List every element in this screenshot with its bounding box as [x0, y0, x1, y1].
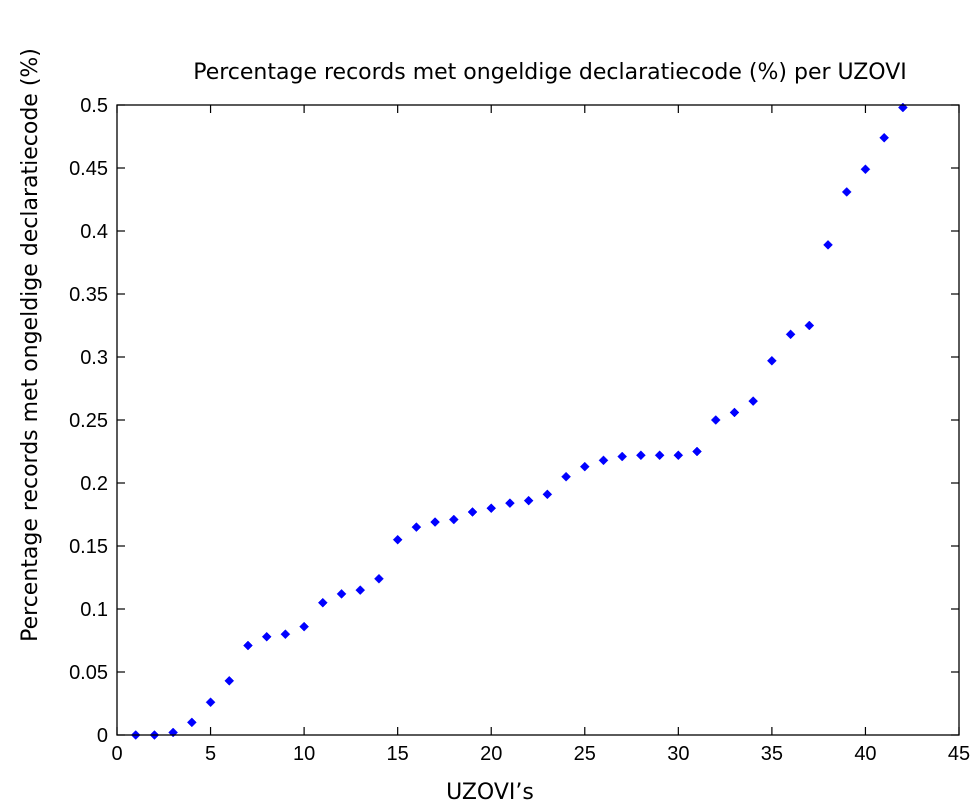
data-point [617, 451, 628, 462]
data-point [336, 589, 347, 599]
data-point [280, 629, 291, 640]
y-tick-label: 0.5 [80, 95, 108, 117]
data-point [598, 455, 609, 466]
data-point [729, 407, 740, 418]
x-tick-label: 40 [854, 743, 876, 765]
x-tick-label: 30 [667, 743, 689, 765]
data-point [767, 355, 777, 366]
data-point [523, 495, 534, 506]
data-point [841, 187, 852, 197]
data-point [205, 697, 216, 708]
data-point [186, 717, 197, 728]
data-point [374, 573, 384, 584]
data-point [467, 507, 478, 517]
data-point [243, 640, 253, 651]
data-point [542, 489, 553, 500]
data-point [692, 446, 702, 457]
data-point [299, 621, 309, 632]
data-point [804, 320, 815, 331]
data-point [654, 450, 665, 461]
data-point [710, 415, 721, 425]
x-axis-label: UZOVI’s [446, 780, 534, 805]
data-point [392, 534, 403, 545]
data-point [448, 514, 459, 525]
data-point [561, 471, 571, 482]
data-point [224, 675, 235, 686]
y-tick-label: 0.45 [69, 158, 108, 180]
x-tick-label: 0 [111, 743, 122, 765]
data-point [673, 450, 684, 461]
x-tick-label: 25 [574, 743, 596, 765]
y-tick-label: 0.4 [80, 221, 108, 243]
x-tick-label: 35 [761, 743, 783, 765]
data-point [411, 522, 422, 532]
y-tick-label: 0.05 [69, 662, 108, 684]
data-point [785, 329, 796, 340]
data-point [486, 503, 497, 514]
data-point [355, 585, 366, 595]
data-point [823, 240, 833, 250]
y-tick-label: 0.3 [80, 347, 108, 369]
y-tick-label: 0.1 [80, 599, 108, 621]
x-tick-label: 20 [480, 743, 502, 765]
x-tick-label: 10 [293, 743, 315, 765]
data-point [505, 498, 515, 509]
axis-ticks: 0 5 10 15 20 25 30 35 40 45 0 0.05 0.1 0.15 0.2 0.25 0.3… [69, 95, 970, 765]
data-point [317, 597, 328, 608]
y-tick-label: 0.35 [69, 284, 108, 306]
y-tick-label: 0.15 [69, 536, 108, 558]
y-tick-label: 0.2 [80, 473, 108, 495]
x-tick-label: 45 [948, 743, 970, 765]
y-tick-label: 0.25 [69, 410, 108, 432]
data-point [430, 517, 440, 527]
y-tick-label: 0 [97, 725, 108, 747]
data-point [261, 631, 272, 642]
x-tick-label: 15 [387, 743, 409, 765]
data-point [860, 164, 871, 175]
chart-title: Percentage records met ongeldige declara… [193, 60, 907, 85]
x-tick-label: 5 [205, 743, 216, 765]
data-point [879, 132, 890, 143]
y-axis-label: Percentage records met ongeldige declara… [18, 48, 43, 642]
data-points [130, 102, 908, 740]
data-point [636, 450, 646, 461]
plot-area-frame [116, 104, 960, 736]
data-point [748, 396, 759, 406]
data-point [579, 461, 590, 472]
